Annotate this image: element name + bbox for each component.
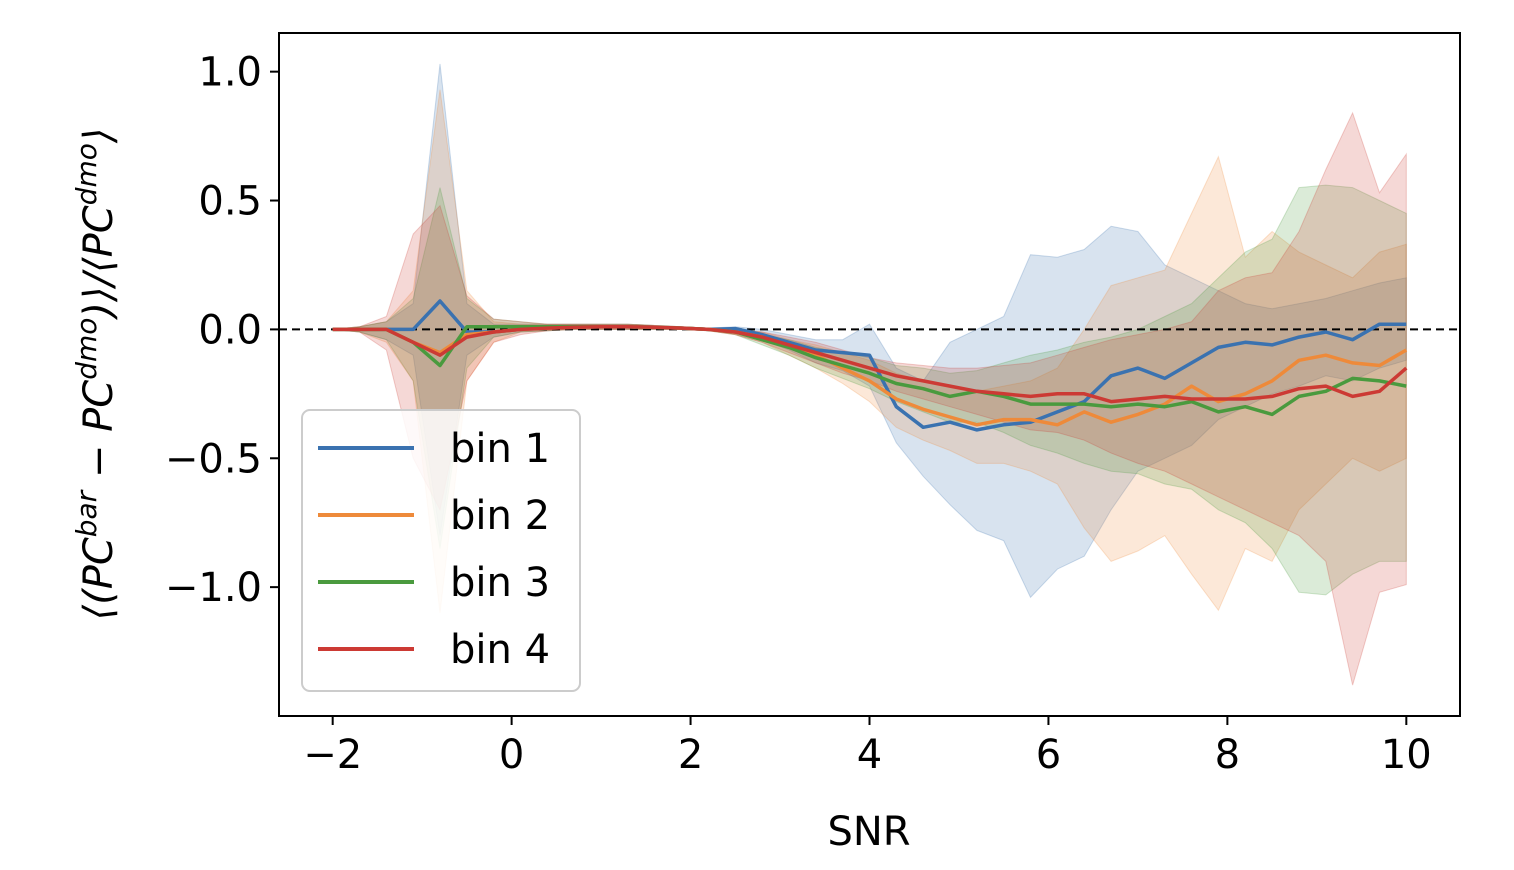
series-line-bin-4 [332,325,1408,404]
y-axis-label-part: − PC [76,380,122,491]
legend-label-bin-3: bin 3 [450,560,550,606]
x-axis-label: SNR [827,809,910,855]
legend-label-bin-4: bin 4 [450,627,550,673]
x-tick-label: 4 [857,732,882,778]
legend: bin 1 bin 2 bin 3 bin 4 [301,409,581,692]
x-axis-ticks: −2 0 2 4 6 8 10 [303,716,1432,778]
x-tick-label: 10 [1381,732,1432,778]
x-tick-label: 8 [1215,732,1240,778]
x-tick-label: 6 [1036,732,1061,778]
legend-label-bin-1: bin 1 [450,426,550,472]
y-axis-label-part: ⟨(PC [76,537,122,620]
legend-label-bin-2: bin 2 [450,493,550,539]
series-lines [332,299,1408,432]
y-tick-label: 1.0 [198,50,262,96]
x-tick-label: 0 [499,732,524,778]
y-axis-label-part: )⟩/⟨PC [76,205,122,320]
legend-box [301,409,581,692]
y-axis-ticks: 1.0 0.5 0.0 −0.5 −1.0 [165,50,279,611]
y-tick-label: −1.0 [165,565,262,611]
y-tick-label: 0.0 [198,307,262,353]
y-tick-label: 0.5 [198,179,262,225]
y-tick-label: −0.5 [165,436,262,482]
y-axis-label: ⟨(PCbar − PCdmo)⟩/⟨PCdmo⟩ [70,127,122,620]
y-axis-label-sup: dmo [70,318,103,380]
x-tick-label: 2 [678,732,703,778]
x-tick-label: −2 [303,732,362,778]
y-axis-label-sup: dmo [70,143,103,205]
y-axis-label-sup: bar [70,489,103,537]
y-axis-label-part: ⟩ [76,127,122,144]
series-line-bin-3 [332,325,1407,417]
legend-entries: bin 1 bin 2 bin 3 bin 4 [318,426,550,673]
